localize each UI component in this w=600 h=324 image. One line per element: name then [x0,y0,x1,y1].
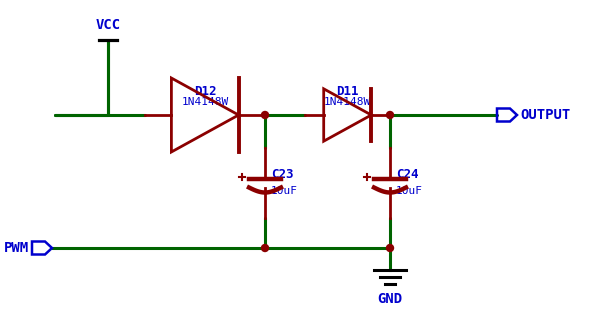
Text: 10uF: 10uF [271,186,298,196]
Text: GND: GND [377,292,403,306]
Text: 1N4148W: 1N4148W [181,97,229,107]
Text: D11: D11 [336,85,359,98]
Circle shape [262,245,269,251]
Circle shape [386,111,394,119]
Text: 10uF: 10uF [396,186,423,196]
Text: C23: C23 [271,168,293,181]
Circle shape [386,245,394,251]
Text: 1N4148W: 1N4148W [324,97,371,107]
Text: OUTPUT: OUTPUT [520,108,570,122]
Text: C24: C24 [396,168,419,181]
Text: PWM: PWM [4,241,29,255]
Text: VCC: VCC [95,18,121,32]
Circle shape [262,111,269,119]
Text: D12: D12 [194,85,216,98]
